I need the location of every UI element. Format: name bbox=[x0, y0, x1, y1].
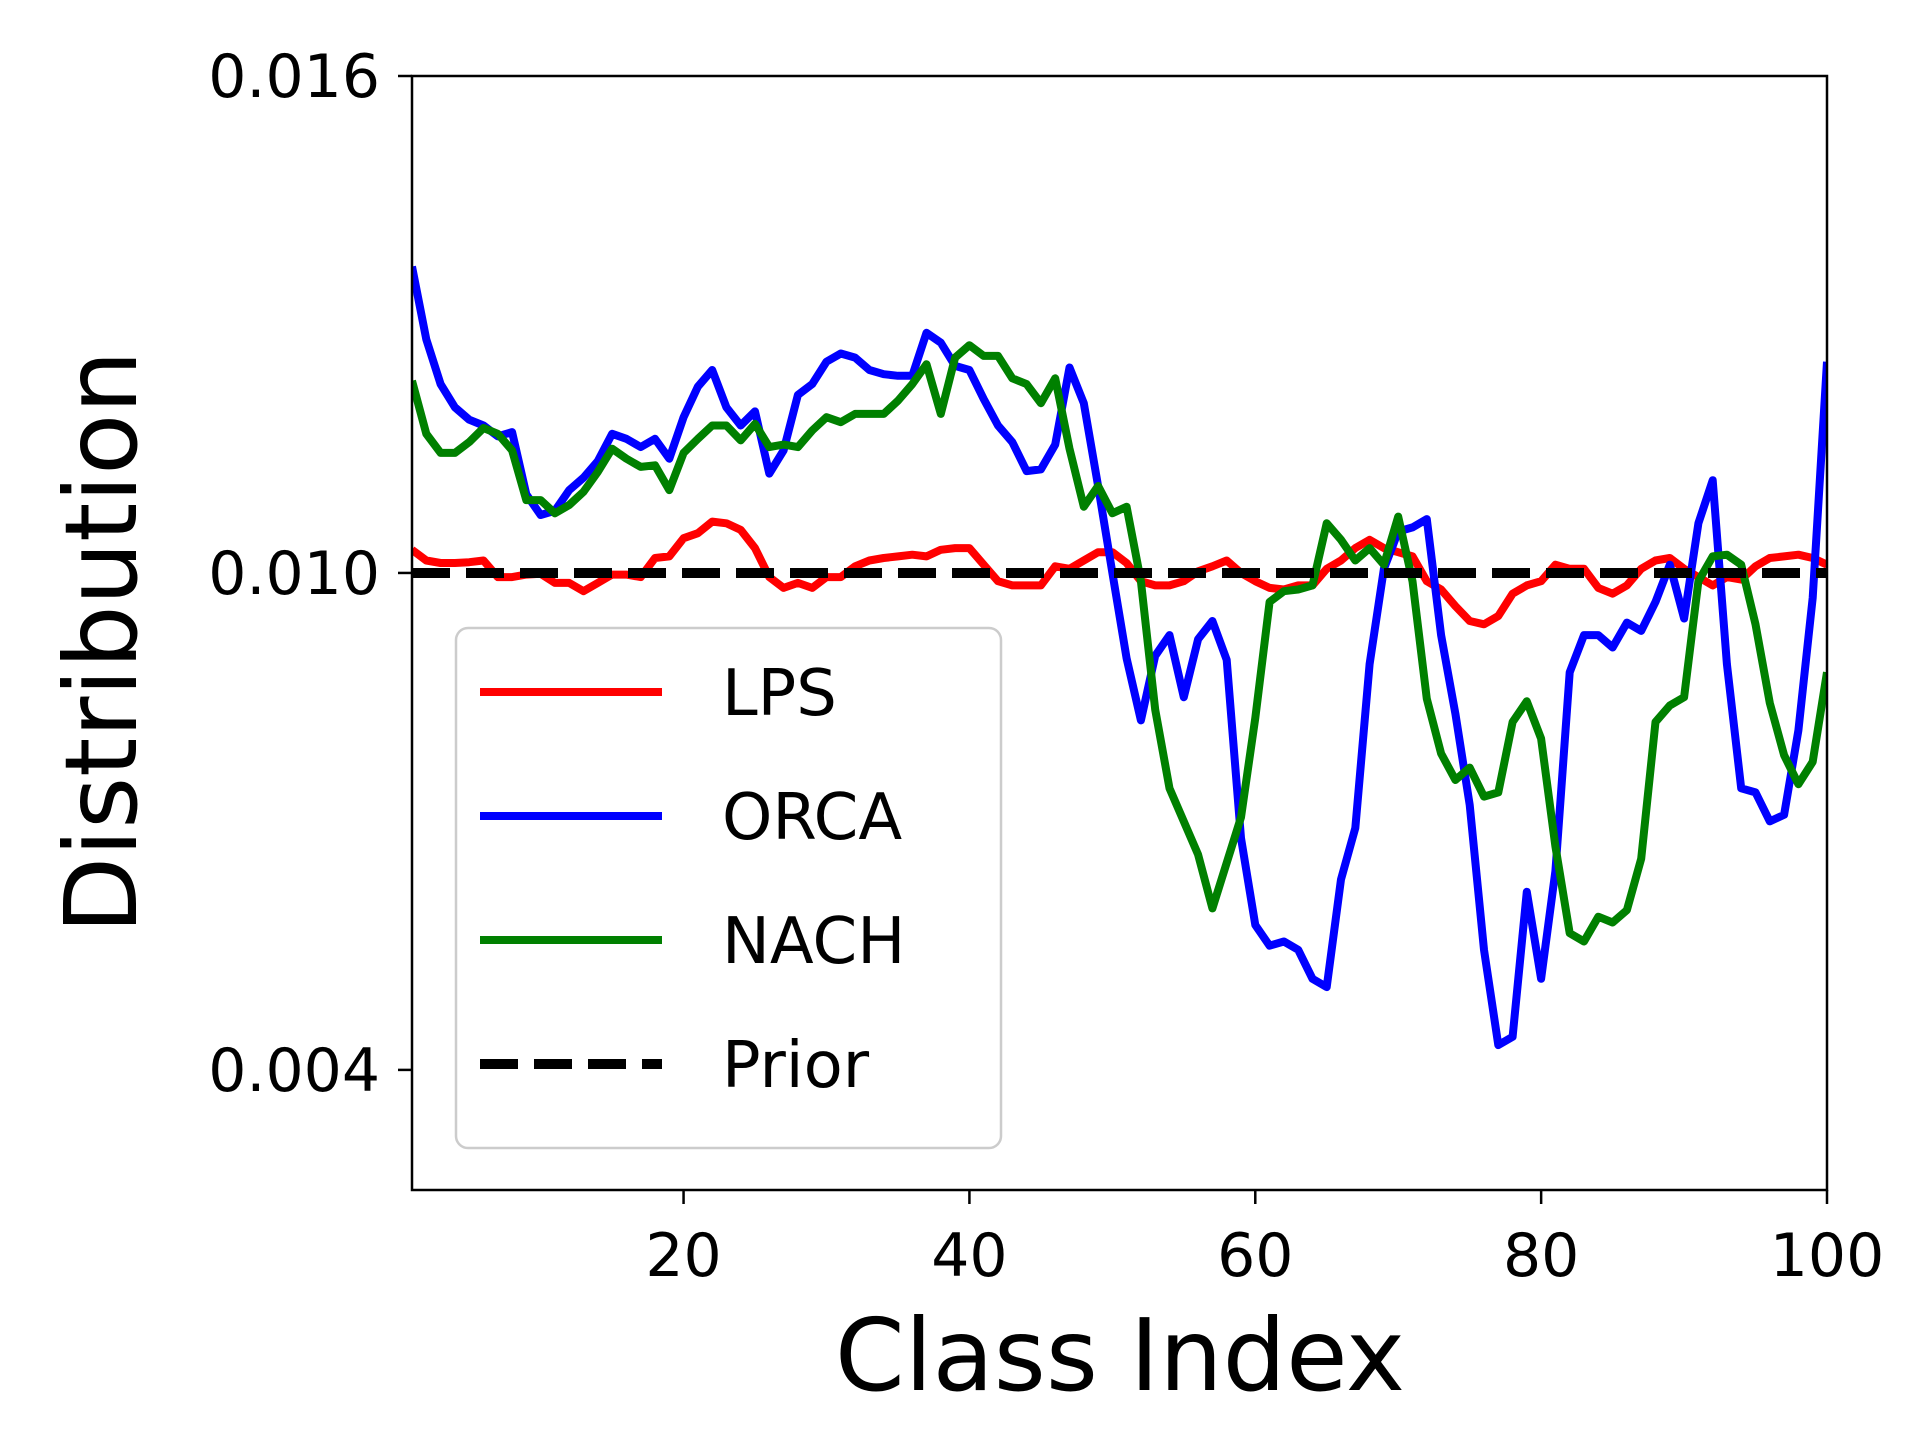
series-line-nach bbox=[412, 341, 1827, 946]
legend-label-nach: NACH bbox=[722, 905, 905, 979]
x-tick-label: 80 bbox=[1503, 1221, 1579, 1291]
x-tick-label: 100 bbox=[1770, 1221, 1885, 1291]
series-lines bbox=[412, 265, 1827, 1050]
y-axis-ticks: 0.004 0.010 0.016 bbox=[208, 42, 412, 1106]
y-tick-label: 0.004 bbox=[208, 1036, 380, 1106]
x-axis-ticks: 20 40 60 80 100 bbox=[645, 1190, 1884, 1291]
series-line-lps bbox=[412, 517, 1827, 629]
legend-label-prior: Prior bbox=[722, 1029, 870, 1103]
y-tick-label: 0.016 bbox=[208, 42, 380, 112]
y-tick-label: 0.010 bbox=[208, 539, 380, 609]
x-tick-label: 20 bbox=[645, 1221, 721, 1291]
series-line-orca bbox=[412, 265, 1827, 1050]
legend: LPS ORCA NACH Prior bbox=[454, 626, 1003, 1150]
plot-frame bbox=[410, 74, 1829, 1192]
y-axis-title: Distribution bbox=[43, 350, 160, 933]
legend-label-lps: LPS bbox=[722, 657, 837, 731]
legend-label-orca: ORCA bbox=[722, 781, 902, 855]
x-tick-label: 40 bbox=[931, 1221, 1007, 1291]
x-tick-label: 60 bbox=[1217, 1221, 1293, 1291]
legend-box bbox=[454, 626, 1003, 1150]
x-axis-title: Class Index bbox=[835, 1297, 1405, 1414]
